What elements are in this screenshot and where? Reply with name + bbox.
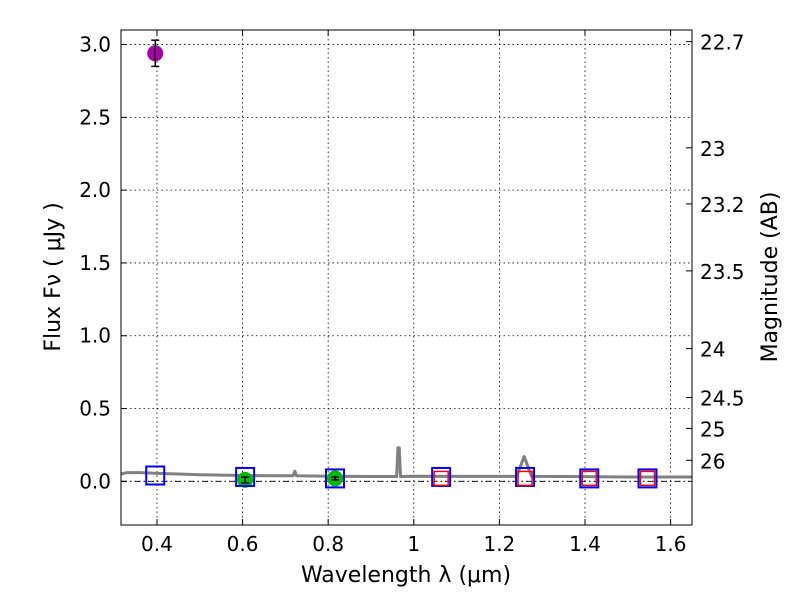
x-tick-label: 0.4 bbox=[141, 532, 173, 556]
y-axis-label: Flux Fν ( μJy ) bbox=[41, 202, 66, 351]
mag-tick-label: 23 bbox=[700, 137, 725, 161]
y2-axis-label: Magnitude (AB) bbox=[758, 192, 783, 363]
mag-tick-label: 22.7 bbox=[700, 31, 745, 55]
y-tick-label: 0.5 bbox=[79, 397, 111, 421]
model-square bbox=[517, 470, 533, 487]
plot-marks bbox=[121, 39, 692, 489]
x-tick-label: 0.6 bbox=[227, 532, 259, 556]
x-tick-label: 1.2 bbox=[483, 532, 515, 556]
model-square bbox=[235, 466, 256, 487]
y-tick-label: 1.0 bbox=[79, 324, 111, 348]
mag-tick-label: 24 bbox=[700, 338, 725, 362]
y-tick-label: 2.5 bbox=[79, 105, 111, 129]
x-tick-label: 1 bbox=[407, 532, 420, 556]
x-tick-label: 1.6 bbox=[655, 532, 687, 556]
model-square bbox=[637, 468, 658, 489]
mag-tick-label: 23.2 bbox=[700, 193, 745, 217]
model-square bbox=[433, 470, 449, 487]
y-tick-label: 2.0 bbox=[79, 178, 111, 202]
x-tick-label: 0.8 bbox=[312, 532, 344, 556]
model-square bbox=[639, 470, 656, 487]
mag-tick-label: 25 bbox=[700, 417, 725, 441]
plot-frame bbox=[120, 29, 693, 526]
model-square bbox=[145, 465, 166, 486]
grid bbox=[121, 30, 692, 525]
mag-tick-label: 24.5 bbox=[700, 387, 745, 411]
spectrum-line bbox=[121, 446, 692, 479]
model-square bbox=[579, 468, 600, 489]
x-axis-label: Wavelength λ (μm) bbox=[301, 563, 511, 588]
y-tick-label: 3.0 bbox=[79, 33, 111, 57]
y-tick-label: 0.0 bbox=[79, 469, 111, 493]
y-tick-label: 1.5 bbox=[79, 251, 111, 275]
x-tick-label: 1.4 bbox=[569, 532, 601, 556]
model-square bbox=[325, 468, 346, 489]
mag-tick-label: 26 bbox=[700, 449, 725, 473]
mag-tick-label: 23.5 bbox=[700, 260, 745, 284]
model-square bbox=[581, 470, 598, 487]
ticks: 0.4 0.6 0.8 1 1.2 1.4 1.6 0.0 0.5 1.0 1.5 2.0 2.5 3.0… bbox=[79, 30, 745, 556]
